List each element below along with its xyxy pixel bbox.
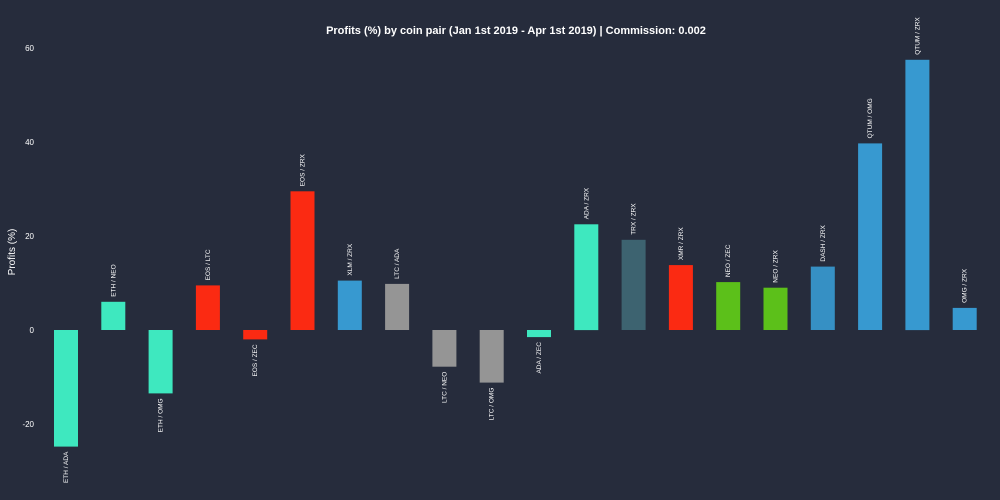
- bar-label: XLM / ZRX: [347, 243, 354, 275]
- bar-label: EOS / ZEC: [252, 344, 259, 376]
- y-tick-label: -20: [22, 420, 34, 429]
- bar-label: LTC / OMG: [489, 388, 496, 421]
- bar-ada-zec: [527, 330, 551, 338]
- bar-eos-zrx: [290, 191, 315, 330]
- bars: [54, 59, 977, 447]
- bar-ltc-neo: [432, 330, 457, 367]
- bar-label: EOS / LTC: [205, 249, 212, 280]
- bar-label: ETH / OMG: [158, 398, 165, 432]
- bar-eth-omg: [148, 330, 173, 394]
- bar-ada-zrx: [574, 224, 599, 331]
- y-axis-label: Profits (%): [7, 229, 18, 276]
- y-tick-label: 0: [30, 326, 35, 335]
- bar-dash-zrx: [810, 266, 835, 330]
- bar-label: ETH / NEO: [110, 264, 117, 297]
- bar-label: ETH / ADA: [63, 451, 70, 483]
- bar-xmr-zrx: [668, 265, 693, 330]
- bar-label: NEO / ZRX: [773, 250, 780, 283]
- bar-label: TRX / ZRX: [631, 203, 638, 235]
- bar-eos-ltc: [195, 285, 220, 330]
- bar-trx-zrx: [621, 239, 646, 330]
- bar-label: ADA / ZEC: [536, 342, 543, 374]
- bar-label: EOS / ZRX: [300, 153, 307, 186]
- y-tick-label: 20: [25, 232, 34, 241]
- bar-labels: ETH / ADA ETH / NEO ETH / OMG EOS / LTC EOS …: [63, 17, 969, 483]
- bar-neo-zec: [716, 282, 741, 330]
- bar-label: QTUM / OMG: [867, 98, 874, 138]
- bar-omg-zrx: [952, 307, 977, 330]
- bar-label: LTC / NEO: [441, 372, 448, 403]
- bar-ltc-omg: [479, 330, 504, 383]
- bar-xlm-zrx: [337, 280, 362, 330]
- bar-eth-ada: [54, 330, 78, 447]
- bar-label: LTC / ADA: [394, 248, 401, 279]
- bar-eth-neo: [101, 301, 126, 330]
- y-axis-ticks: -20 0 20 40 60: [22, 44, 34, 429]
- bar-eos-zec: [243, 330, 268, 340]
- bar-label: XMR / ZRX: [678, 227, 685, 261]
- bar-label: QTUM / ZRX: [914, 17, 921, 55]
- bar-ltc-ada: [385, 283, 410, 330]
- bar-qtum-omg: [858, 143, 883, 330]
- bar-label: ADA / ZRX: [583, 187, 590, 219]
- bar-qtum-zrx: [905, 59, 930, 331]
- y-tick-label: 40: [25, 138, 34, 147]
- bar-label: OMG / ZRX: [962, 268, 969, 303]
- bar-label: DASH / ZRX: [820, 224, 827, 261]
- bar-neo-zrx: [763, 287, 788, 330]
- y-tick-label: 60: [25, 44, 34, 53]
- bar-label: NEO / ZEC: [725, 244, 732, 277]
- chart-title: Profits (%) by coin pair (Jan 1st 2019 -…: [326, 25, 706, 37]
